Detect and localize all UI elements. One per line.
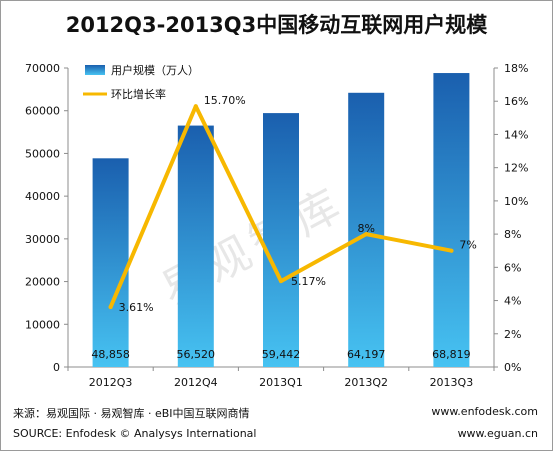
y-right-tick-label: 4%: [504, 295, 521, 308]
y-right-tick-label: 16%: [504, 95, 528, 108]
bar: [433, 73, 470, 367]
line-point: [279, 279, 283, 284]
chart-title: 2012Q3-2013Q3中国移动互联网用户规模: [65, 13, 488, 37]
line-point: [108, 305, 113, 310]
y-left-tick-label: 10000: [25, 318, 60, 331]
y-left-tick-label: 70000: [25, 62, 60, 75]
legend-bar-label: 用户规模（万人）: [111, 63, 199, 77]
site-enfodesk[interactable]: www.enfodesk.com: [431, 405, 538, 418]
line-value-label: 3.61%: [119, 301, 154, 314]
bar: [177, 125, 214, 367]
line-value-label: 5.17%: [291, 275, 326, 288]
y-right-tick-label: 2%: [504, 328, 521, 341]
y-right-tick-label: 6%: [504, 261, 521, 274]
x-tick-label: 2013Q1: [259, 376, 303, 389]
line-value-label: 15.70%: [204, 94, 246, 107]
x-tick-label: 2013Q3: [430, 376, 474, 389]
bar-value-label: 64,197: [347, 348, 386, 361]
y-right-tick-label: 12%: [504, 162, 528, 175]
legend-bar-swatch: [85, 65, 105, 75]
source-cn: 来源：易观国际 · 易观智库 · eBI中国互联网商情: [13, 407, 250, 420]
bar-value-label: 68,819: [432, 348, 471, 361]
y-right-tick-label: 14%: [504, 128, 528, 141]
y-left-tick-label: 50000: [25, 147, 60, 160]
y-right-tick-label: 0%: [504, 361, 521, 374]
line-point: [193, 104, 198, 109]
x-tick-label: 2012Q3: [89, 376, 133, 389]
line-point: [449, 248, 454, 253]
y-right-tick-label: 18%: [504, 62, 528, 75]
y-right-tick-label: 8%: [504, 228, 521, 241]
line-value-label: 7%: [459, 239, 476, 252]
y-left-tick-label: 40000: [25, 190, 60, 203]
bar-value-label: 59,442: [262, 348, 301, 361]
chart-svg: 0 10000 20000 30000 40000 50000 60000 70000 0% 2%…: [25, 62, 528, 389]
y-left-tick-label: 0: [53, 361, 60, 374]
y-left-tick-label: 20000: [25, 276, 60, 289]
y-right-tick-label: 10%: [504, 195, 528, 208]
x-tick-label: 2012Q4: [174, 376, 218, 389]
site-eguan[interactable]: www.eguan.cn: [457, 427, 538, 440]
bar-value-label: 48,858: [91, 348, 130, 361]
bar: [348, 92, 385, 367]
legend-line-label: 环比增长率: [111, 87, 166, 101]
x-tick-label: 2013Q2: [344, 376, 388, 389]
source-en: SOURCE: Enfodesk © Analysys Internationa…: [13, 427, 257, 440]
line-point: [364, 232, 369, 237]
y-left-tick-label: 30000: [25, 233, 60, 246]
line-value-label: 8%: [357, 222, 374, 235]
bar-value-label: 56,520: [177, 348, 216, 361]
y-left-tick-label: 60000: [25, 105, 60, 118]
bar: [263, 113, 299, 367]
footer: 来源：易观国际 · 易观智库 · eBI中国互联网商情 SOURCE: Enfo…: [1, 405, 552, 450]
bar: [92, 158, 129, 367]
